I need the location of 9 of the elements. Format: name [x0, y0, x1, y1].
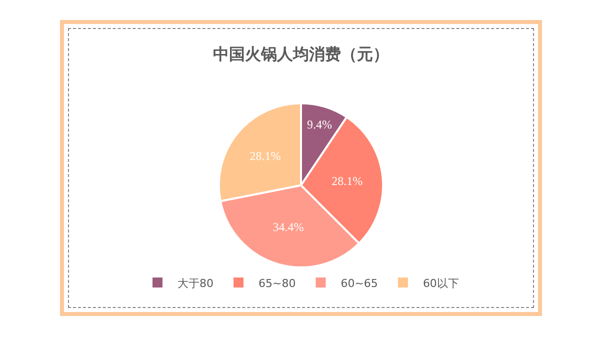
legend-label: 65~80: [258, 276, 296, 290]
data-label: 28.1%: [250, 148, 281, 163]
legend-label: 60~65: [340, 276, 378, 290]
chart-title: 中国火锅人均消费（元）: [213, 44, 389, 64]
data-label: 34.4%: [272, 220, 304, 234]
data-label: 9.4%: [307, 117, 332, 132]
data-label: 28.1%: [332, 174, 363, 188]
legend-label: 60以下: [422, 276, 459, 290]
legend-label: 大于80: [178, 276, 214, 290]
